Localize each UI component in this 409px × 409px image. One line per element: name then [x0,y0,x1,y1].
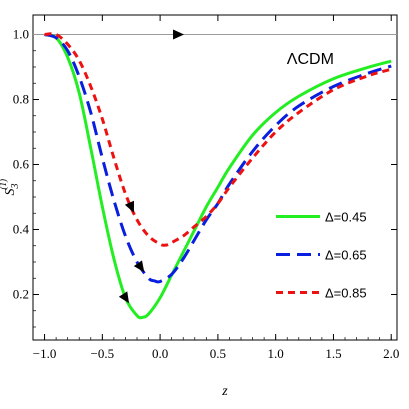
x-axis-label: z [221,384,228,399]
y-tick-label: 0.8 [13,92,29,107]
lcdm-annotation: ΛCDM [287,51,334,68]
legend-label-0: Δ=0.45 [325,210,367,225]
y-tick-label: 0.4 [13,222,30,237]
y-axis-label: S3(1) [0,179,21,196]
x-tick-label: 2.0 [383,346,399,361]
x-tick-label: −0.5 [91,346,115,361]
legend-label-1: Δ=0.65 [325,248,367,263]
x-tick-label: 1.5 [325,346,341,361]
x-tick-label: 0.5 [210,346,226,361]
series-line-0 [44,33,392,320]
x-tick-label: 1.0 [268,346,284,361]
legend-label-2: Δ=0.85 [325,286,367,301]
plot-frame [32,14,398,341]
y-tick-label: 0.2 [13,287,29,302]
y-tick-label: 1.0 [13,27,29,42]
series-line-1 [44,33,392,284]
curves-group [44,32,392,320]
x-tick-label: 0.0 [152,346,168,361]
y-tick-label: 0.6 [13,157,30,172]
x-tick-label: −1.0 [33,346,57,361]
series-arrow-icon-1 [133,260,145,273]
series-arrow-icon-2 [124,200,135,213]
lcdm-arrow-icon [173,29,185,40]
series-arrow-icon-0 [118,291,130,304]
series-line-2 [44,32,392,247]
